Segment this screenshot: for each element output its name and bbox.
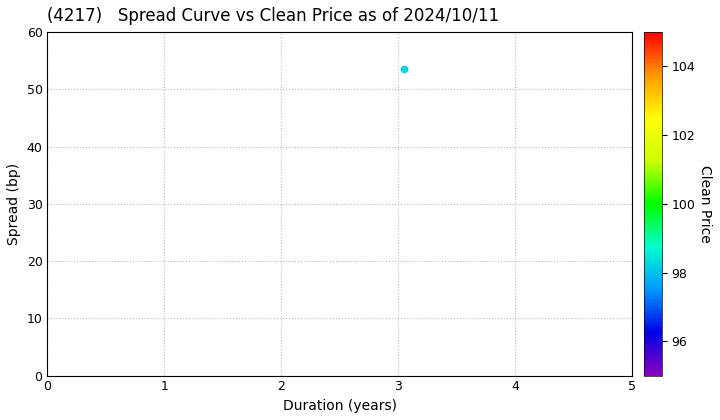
Point [398, 66, 410, 73]
Y-axis label: Spread (bp): Spread (bp) [7, 163, 21, 245]
X-axis label: Duration (years): Duration (years) [283, 399, 397, 413]
Text: (4217)   Spread Curve vs Clean Price as of 2024/10/11: (4217) Spread Curve vs Clean Price as of… [48, 7, 500, 25]
Y-axis label: Clean Price: Clean Price [698, 165, 712, 243]
